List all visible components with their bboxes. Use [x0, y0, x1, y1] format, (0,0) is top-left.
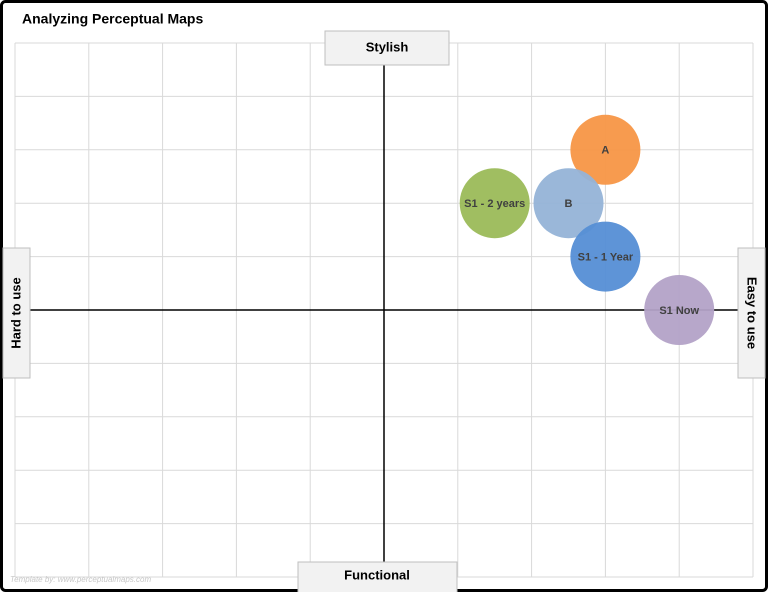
x-label-right: Easy to use [745, 277, 760, 349]
bubble-label: S1 Now [659, 305, 699, 317]
bubble-label: S1 - 1 Year [578, 252, 634, 264]
axis-label-box: Functional [297, 561, 458, 595]
bubble [533, 168, 604, 239]
axis-label-box: Stylish [324, 30, 450, 66]
bubbles: S1 - 2 years A B S1 - 1 Year S1 Now [459, 114, 715, 345]
bubble [570, 221, 641, 292]
label-box [297, 561, 458, 595]
axis-label-box: Hard to use [2, 247, 31, 379]
bubble-label: S1 - 2 years [464, 198, 525, 210]
label-box [737, 247, 766, 379]
label-box [2, 247, 31, 379]
bubble-label: A [601, 145, 609, 157]
watermark: Template by: www.perceptualmaps.com [10, 575, 151, 584]
y-label-top: Stylish [366, 39, 409, 54]
y-label-bottom: Functional [344, 567, 410, 582]
axes [30, 65, 738, 562]
label-box [324, 30, 450, 66]
x-label-left: Hard to use [8, 277, 23, 349]
bubble [570, 114, 641, 185]
bubble-label: B [565, 198, 573, 210]
bubble [459, 168, 530, 239]
chart-title: Analyzing Perceptual Maps [22, 11, 203, 27]
axis-label-box: Easy to use [737, 247, 766, 379]
bubble [644, 275, 715, 345]
